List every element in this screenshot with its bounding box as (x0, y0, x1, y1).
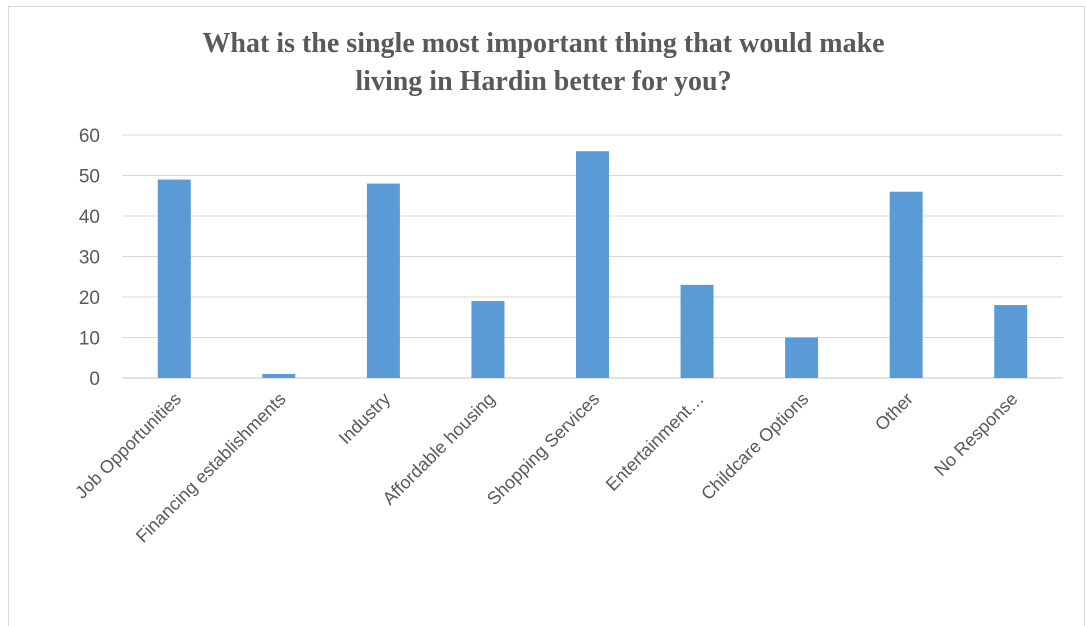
bar (994, 305, 1028, 378)
y-tick-label: 0 (89, 369, 100, 390)
chart-title: What is the single most important thing … (0, 25, 1087, 101)
y-tick-label: 10 (79, 329, 100, 350)
x-category-label: Other (871, 389, 917, 435)
x-category-label: Shopping Services (483, 389, 603, 509)
bar (157, 179, 191, 378)
x-category-label: Affordable housing (379, 389, 499, 509)
bar (785, 337, 819, 378)
bars (157, 151, 1028, 378)
x-category-label: No Response (930, 389, 1021, 480)
y-axis-tick-labels: 0 10 20 30 40 50 60 (79, 126, 100, 390)
x-category-label: Childcare Options (697, 389, 812, 504)
y-tick-label: 20 (79, 288, 100, 309)
chart-title-line-2: living in Hardin better for you? (355, 66, 732, 97)
x-category-label: Job Opportunities (71, 389, 185, 503)
x-category-label: Entertainment… (602, 389, 708, 495)
bar (262, 373, 296, 378)
x-category-label: Industry (335, 389, 394, 448)
y-tick-label: 30 (79, 248, 100, 269)
bar (576, 151, 609, 378)
bar (471, 301, 505, 378)
y-tick-label: 60 (79, 126, 100, 147)
bar (889, 191, 923, 378)
y-tick-label: 40 (79, 207, 100, 228)
chart-title-line-1: What is the single most important thing … (202, 28, 885, 59)
bar (366, 183, 400, 378)
bar (680, 284, 714, 378)
y-tick-label: 50 (79, 167, 100, 188)
